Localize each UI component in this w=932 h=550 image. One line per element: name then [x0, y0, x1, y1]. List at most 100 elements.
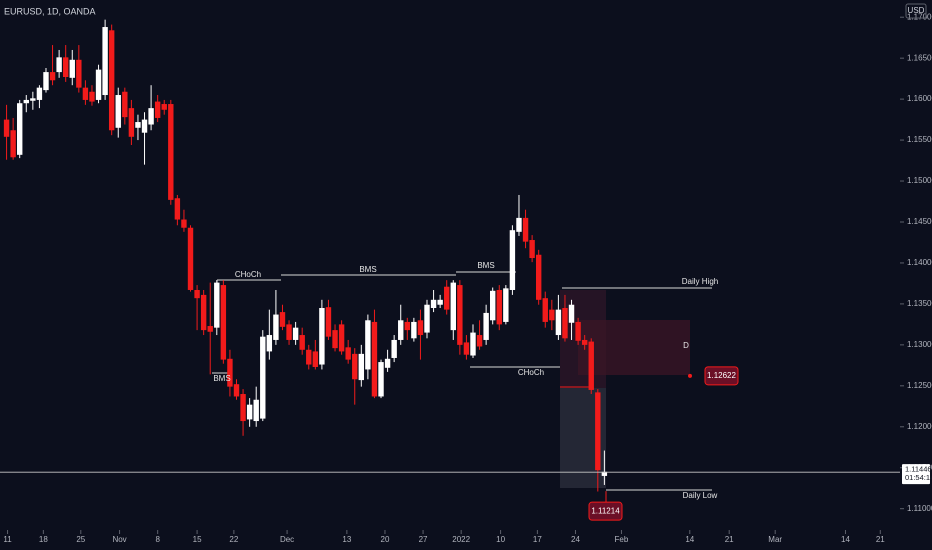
annotation: BMS [213, 374, 230, 383]
x-tick-label: 24 [571, 535, 580, 544]
candle-body [95, 69, 102, 100]
candle-body [23, 99, 29, 104]
candle-body [358, 353, 365, 381]
y-tick-label: 1.14000 [907, 258, 932, 267]
candle-body [595, 392, 601, 471]
candle-body [542, 298, 548, 322]
candle-body [463, 342, 470, 355]
price-marker [688, 373, 692, 378]
annotation: BMS [359, 265, 376, 274]
candle-body [200, 294, 207, 331]
annotation: Daily High [682, 277, 718, 286]
x-tick-label: 20 [381, 535, 390, 544]
candle-body [161, 104, 167, 110]
candle-body [233, 384, 240, 397]
x-tick-label: 27 [419, 535, 428, 544]
candle-body [457, 285, 463, 345]
x-tick-label: Feb [615, 535, 629, 544]
candle-body [266, 335, 273, 352]
candle-body [174, 198, 181, 220]
candle-body [588, 341, 594, 390]
x-tick-label: 14 [685, 535, 694, 544]
candle-body [476, 335, 483, 347]
candle-body [365, 320, 371, 370]
candle-body [135, 122, 141, 128]
symbol: EURUSD, 1D, OANDA [4, 6, 96, 16]
candle-body [338, 324, 345, 352]
candle-body [398, 320, 404, 340]
annotation: D [683, 341, 689, 350]
candle-body [89, 91, 95, 102]
candle-body [76, 59, 82, 88]
candle-body [490, 290, 496, 321]
candle-body [601, 471, 608, 476]
candle-body [384, 358, 391, 368]
x-tick-label: Dec [280, 535, 294, 544]
x-tick-label: 18 [39, 535, 48, 544]
y-tick-label: 1.15000 [907, 176, 932, 185]
x-tick-label: 10 [496, 535, 505, 544]
candle-body [345, 347, 351, 360]
annotations: 1.12622 1.11214 CHoCh BMS BMS BMS CHoCh Daily H… [213, 261, 739, 521]
candle-body [181, 219, 187, 228]
candle-body [450, 282, 456, 331]
candle-body [437, 299, 443, 305]
zone [578, 320, 690, 375]
candle-body [371, 321, 378, 397]
candle-body [496, 289, 502, 325]
candle-body [430, 299, 437, 309]
annotation: CHoCh [518, 368, 544, 377]
y-tick-label: 1.11000 [907, 504, 932, 513]
y-tick-label: 1.16500 [907, 53, 932, 62]
candle-body [391, 339, 397, 358]
y-tick-label: 1.13000 [907, 340, 932, 349]
candle-body [246, 404, 253, 420]
y-tick-label: 1.12500 [907, 381, 932, 390]
x-tick-label: 21 [725, 535, 734, 544]
countdown: 01:54:14 [905, 473, 932, 482]
candle-body [260, 336, 266, 419]
y-tick-label: 1.14500 [907, 217, 932, 226]
candle-body [535, 254, 542, 300]
candle-body [411, 321, 417, 339]
candle-body [568, 304, 575, 323]
candle-body [141, 119, 148, 133]
y-tick-label: 1.15500 [907, 135, 932, 144]
candle-body [43, 72, 49, 91]
candle-body [555, 309, 562, 336]
price-label: 1.12622 [707, 371, 736, 380]
candle-body [128, 108, 135, 137]
candle-body [286, 324, 292, 340]
candle-body [352, 353, 358, 380]
x-tick-label: 2022 [452, 535, 470, 544]
candle-body [312, 351, 319, 367]
x-tick-label: Mar [768, 535, 782, 544]
candle-body [549, 309, 555, 321]
candle-body [214, 282, 220, 328]
candle-body [279, 312, 286, 327]
candle-body [56, 57, 62, 73]
candle-body [562, 308, 568, 339]
candle-body [444, 286, 450, 310]
candle-body [36, 87, 43, 100]
candle-body [10, 130, 16, 158]
candle-body [62, 57, 69, 78]
candle-body [154, 101, 161, 118]
candle-body [240, 394, 246, 422]
x-tick-label: 21 [876, 535, 885, 544]
candle-body [516, 217, 522, 232]
annotation: CHoCh [235, 270, 261, 279]
candle-body [207, 326, 213, 332]
candle-body [187, 227, 194, 290]
x-tick-label: 17 [533, 535, 542, 544]
x-tick-label: 11 [3, 535, 12, 544]
candle-body [299, 335, 305, 350]
y-tick-label: 1.17000 [907, 12, 932, 21]
candle-body [227, 358, 233, 387]
y-tick-label: 1.12000 [907, 422, 932, 431]
x-tick-label: 13 [342, 535, 351, 544]
candle-body [108, 30, 115, 131]
candle-body [325, 307, 332, 337]
y-tick-label: 1.13500 [907, 299, 932, 308]
